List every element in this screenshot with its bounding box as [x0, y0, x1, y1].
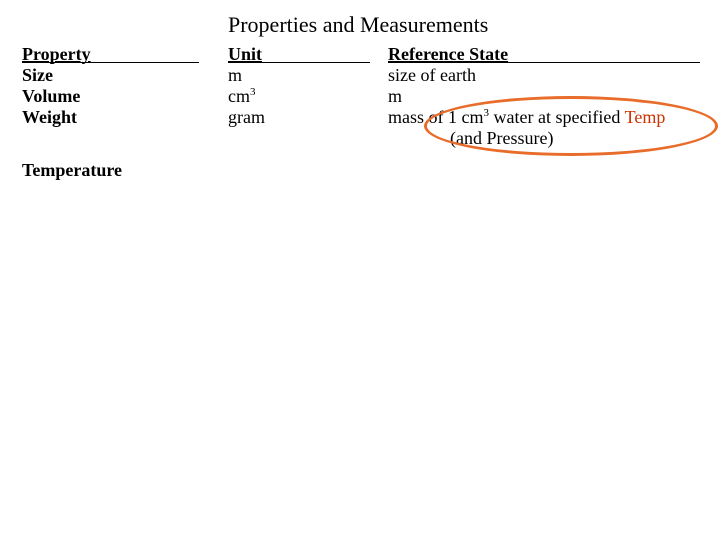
column-header-property: Property	[22, 44, 91, 65]
property-weight-unit: gram	[228, 107, 265, 128]
property-temperature-label: Temperature	[22, 160, 122, 181]
property-volume-label: Volume	[22, 86, 80, 107]
volume-unit-base: cm	[228, 86, 250, 106]
weight-ref-temp: Temp	[625, 107, 666, 127]
property-weight-reference: mass of 1 cm3 water at specified Temp	[388, 107, 665, 128]
property-size-label: Size	[22, 65, 53, 86]
property-weight-reference-line2: (and Pressure)	[450, 128, 553, 149]
property-size-reference: size of earth	[388, 65, 476, 86]
volume-unit-exponent: 3	[250, 86, 256, 98]
property-weight-label: Weight	[22, 107, 77, 128]
weight-ref-pre: mass of 1 cm	[388, 107, 483, 127]
property-size-unit: m	[228, 65, 242, 86]
property-volume-reference: m	[388, 86, 402, 107]
property-volume-unit: cm3	[228, 86, 256, 107]
weight-ref-mid: water at specified	[489, 107, 625, 127]
page-title: Properties and Measurements	[228, 12, 488, 38]
column-header-unit: Unit	[228, 44, 262, 65]
column-header-reference: Reference State	[388, 44, 698, 65]
